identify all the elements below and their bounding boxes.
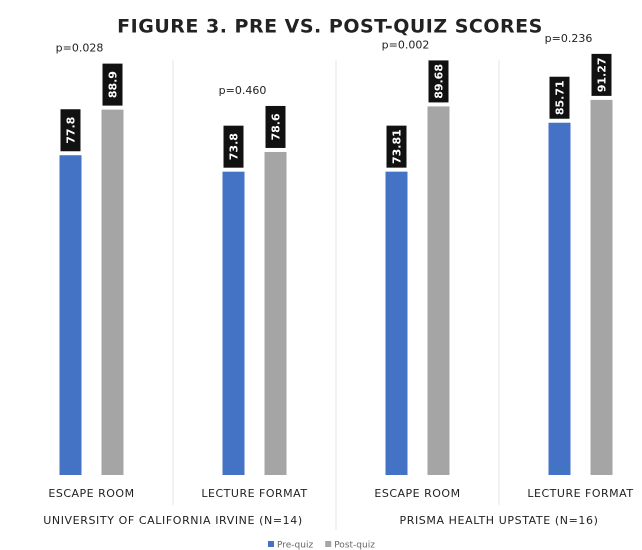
group-label: PRISMA HEALTH UPSTATE (N=16) [399, 514, 598, 527]
x-tick-label: LECTURE FORMAT [201, 487, 307, 500]
value-label-box [386, 125, 407, 168]
bar [101, 109, 124, 475]
chart-title: FIGURE 3. PRE VS. POST-QUIZ SCORES [117, 16, 543, 38]
value-label-text: 85.71 [554, 80, 567, 115]
legend-label: Post-quiz [334, 541, 375, 550]
value-label-box [102, 63, 123, 106]
annotation: p=0.002 [382, 38, 430, 51]
value-label: 85.71 [549, 76, 570, 119]
legend-swatch [268, 541, 274, 547]
bar [264, 151, 287, 476]
bar [427, 106, 450, 476]
value-label-text: 78.6 [270, 113, 283, 140]
legend-swatch [325, 541, 332, 547]
value-label-text: 89.68 [433, 64, 446, 99]
value-label-box [428, 60, 449, 103]
bar [548, 122, 571, 475]
bar [385, 171, 408, 475]
value-label-box [223, 125, 244, 168]
value-label-text: 77.8 [65, 117, 78, 144]
value-label: 73.8 [223, 125, 244, 168]
value-label-text: 88.9 [107, 71, 120, 98]
value-label-box [591, 53, 612, 96]
value-label-box [549, 76, 570, 119]
annotation: p=0.236 [545, 32, 593, 45]
value-label: 89.68 [428, 60, 449, 103]
x-tick-label: ESCAPE ROOM [48, 487, 134, 500]
value-label: 78.6 [265, 105, 286, 148]
value-label-text: 73.8 [228, 133, 241, 160]
annotation: p=0.460 [219, 84, 267, 97]
x-tick-label: LECTURE FORMAT [527, 487, 633, 500]
value-label-box [60, 109, 81, 152]
value-label: 73.81 [386, 125, 407, 168]
bar [590, 99, 613, 475]
bar [222, 171, 245, 475]
value-label: 77.8 [60, 109, 81, 152]
bar [59, 155, 82, 475]
legend-label: Pre-quiz [277, 541, 313, 550]
group-label: UNIVERSITY OF CALIFORNIA IRVINE (N=14) [43, 514, 303, 527]
value-label-text: 73.81 [391, 129, 404, 164]
value-label-box [265, 105, 286, 148]
value-label: 91.27 [591, 53, 612, 96]
value-label: 88.9 [102, 63, 123, 106]
x-tick-label: ESCAPE ROOM [374, 487, 460, 500]
value-label-text: 91.27 [596, 57, 609, 92]
annotation: p=0.028 [56, 42, 104, 55]
